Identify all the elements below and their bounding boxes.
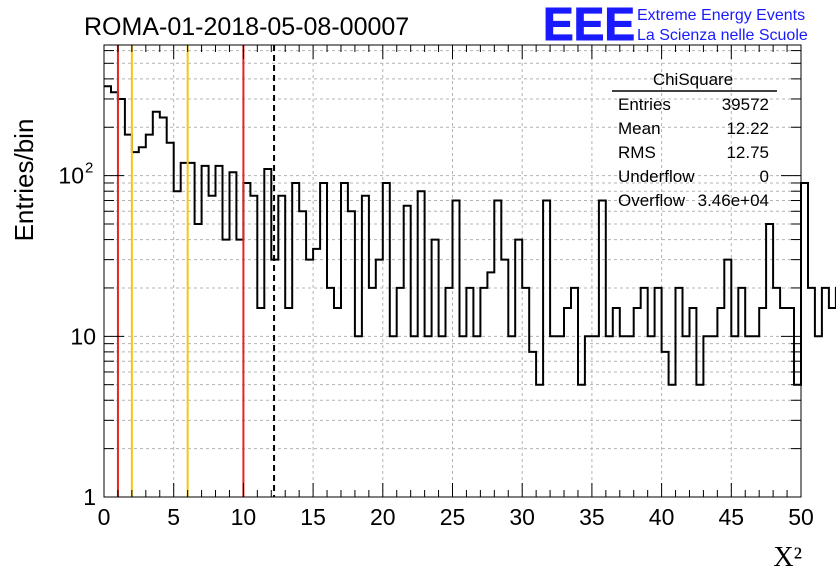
grid-layer	[104, 45, 801, 497]
x-tick-label: 20	[370, 504, 396, 530]
logo-line2: La Scienza nelle Scuole	[637, 27, 808, 44]
y-tick-label: 10	[58, 163, 84, 189]
stats-value: 0	[760, 167, 769, 186]
x-tick-label: 50	[788, 504, 814, 530]
y-tick-exponent: 2	[85, 160, 93, 177]
stats-label: RMS	[618, 143, 656, 162]
logo-mark: EEE	[543, 0, 635, 50]
stats-value: 39572	[722, 95, 769, 114]
stats-title: ChiSquare	[653, 70, 733, 89]
x-tick-label: 0	[98, 504, 111, 530]
x-tick-labels: 0 5 10 15 20 25 30 35 40 45 50	[98, 504, 814, 530]
y-axis-label: Entries/bin	[9, 119, 39, 242]
x-tick-label: 35	[579, 504, 605, 530]
axis-ticks-layer	[103, 45, 802, 498]
y-tick-label: 10	[70, 323, 96, 349]
stats-label: Overflow	[618, 191, 686, 210]
threshold-lines-layer	[116, 45, 276, 497]
chart-title: ROMA-01-2018-05-08-00007	[84, 13, 409, 41]
x-tick-label: 40	[649, 504, 675, 530]
stats-value: 12.22	[726, 119, 769, 138]
x-axis-label: X²	[773, 542, 802, 572]
x-tick-label: 5	[167, 504, 180, 530]
histogram-layer	[104, 85, 836, 386]
x-tick-label: 45	[719, 504, 745, 530]
x-tick-label: 10	[231, 504, 257, 530]
x-tick-label: 30	[509, 504, 535, 530]
eee-logo: EEE Extreme Energy Events La Scienza nel…	[543, 0, 808, 51]
x-tick-label: 15	[300, 504, 326, 530]
histogram-step-line	[104, 85, 836, 386]
stats-label: Mean	[618, 119, 661, 138]
x-tick-label: 25	[440, 504, 466, 530]
stats-label: Entries	[618, 95, 671, 114]
stats-box: ChiSquare Entries 39572 Mean 12.22 RMS 12.75 U…	[612, 70, 777, 210]
stats-label: Underflow	[618, 167, 695, 186]
stats-value: 3.46e+04	[698, 191, 769, 210]
stats-value: 12.75	[726, 143, 769, 162]
logo-line1: Extreme Energy Events	[637, 7, 805, 24]
y-tick-label: 1	[83, 484, 96, 510]
